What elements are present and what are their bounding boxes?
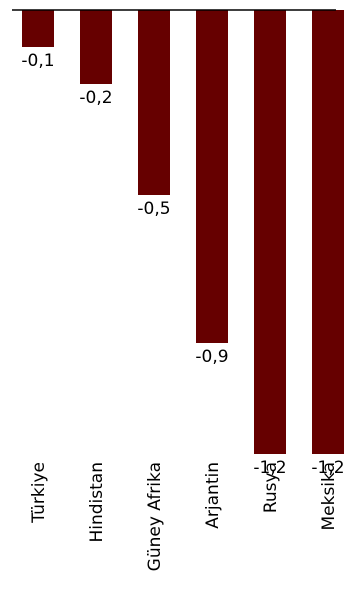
value-label-1: -0,2 (79, 88, 112, 108)
value-label-4: -1,2 (253, 458, 286, 478)
bar-1 (80, 10, 112, 84)
bar-4 (254, 10, 286, 454)
bar-0 (22, 10, 54, 47)
category-label-2: Güney Afrika (145, 462, 165, 571)
value-label-0: -0,1 (21, 51, 54, 71)
category-label-3: Arjantin (203, 462, 223, 529)
bar-5 (312, 10, 344, 454)
category-label-1: Hindistan (87, 462, 107, 543)
value-labels-group: -0,1 -0,2 -0,5 -0,9 -1,2 -1,2 (21, 51, 344, 478)
bar-3 (196, 10, 228, 343)
category-labels-group: Türkiye Hindistan Güney Afrika Arjantin Rusy… (29, 462, 339, 571)
category-label-4: Rusya (261, 462, 281, 513)
value-label-3: -0,9 (195, 347, 228, 367)
value-label-2: -0,5 (137, 199, 170, 219)
bar-2 (138, 10, 170, 195)
bars-group (22, 10, 344, 454)
value-label-5: -1,2 (311, 458, 344, 478)
category-label-0: Türkiye (29, 462, 49, 524)
category-label-5: Meksika (319, 462, 339, 531)
